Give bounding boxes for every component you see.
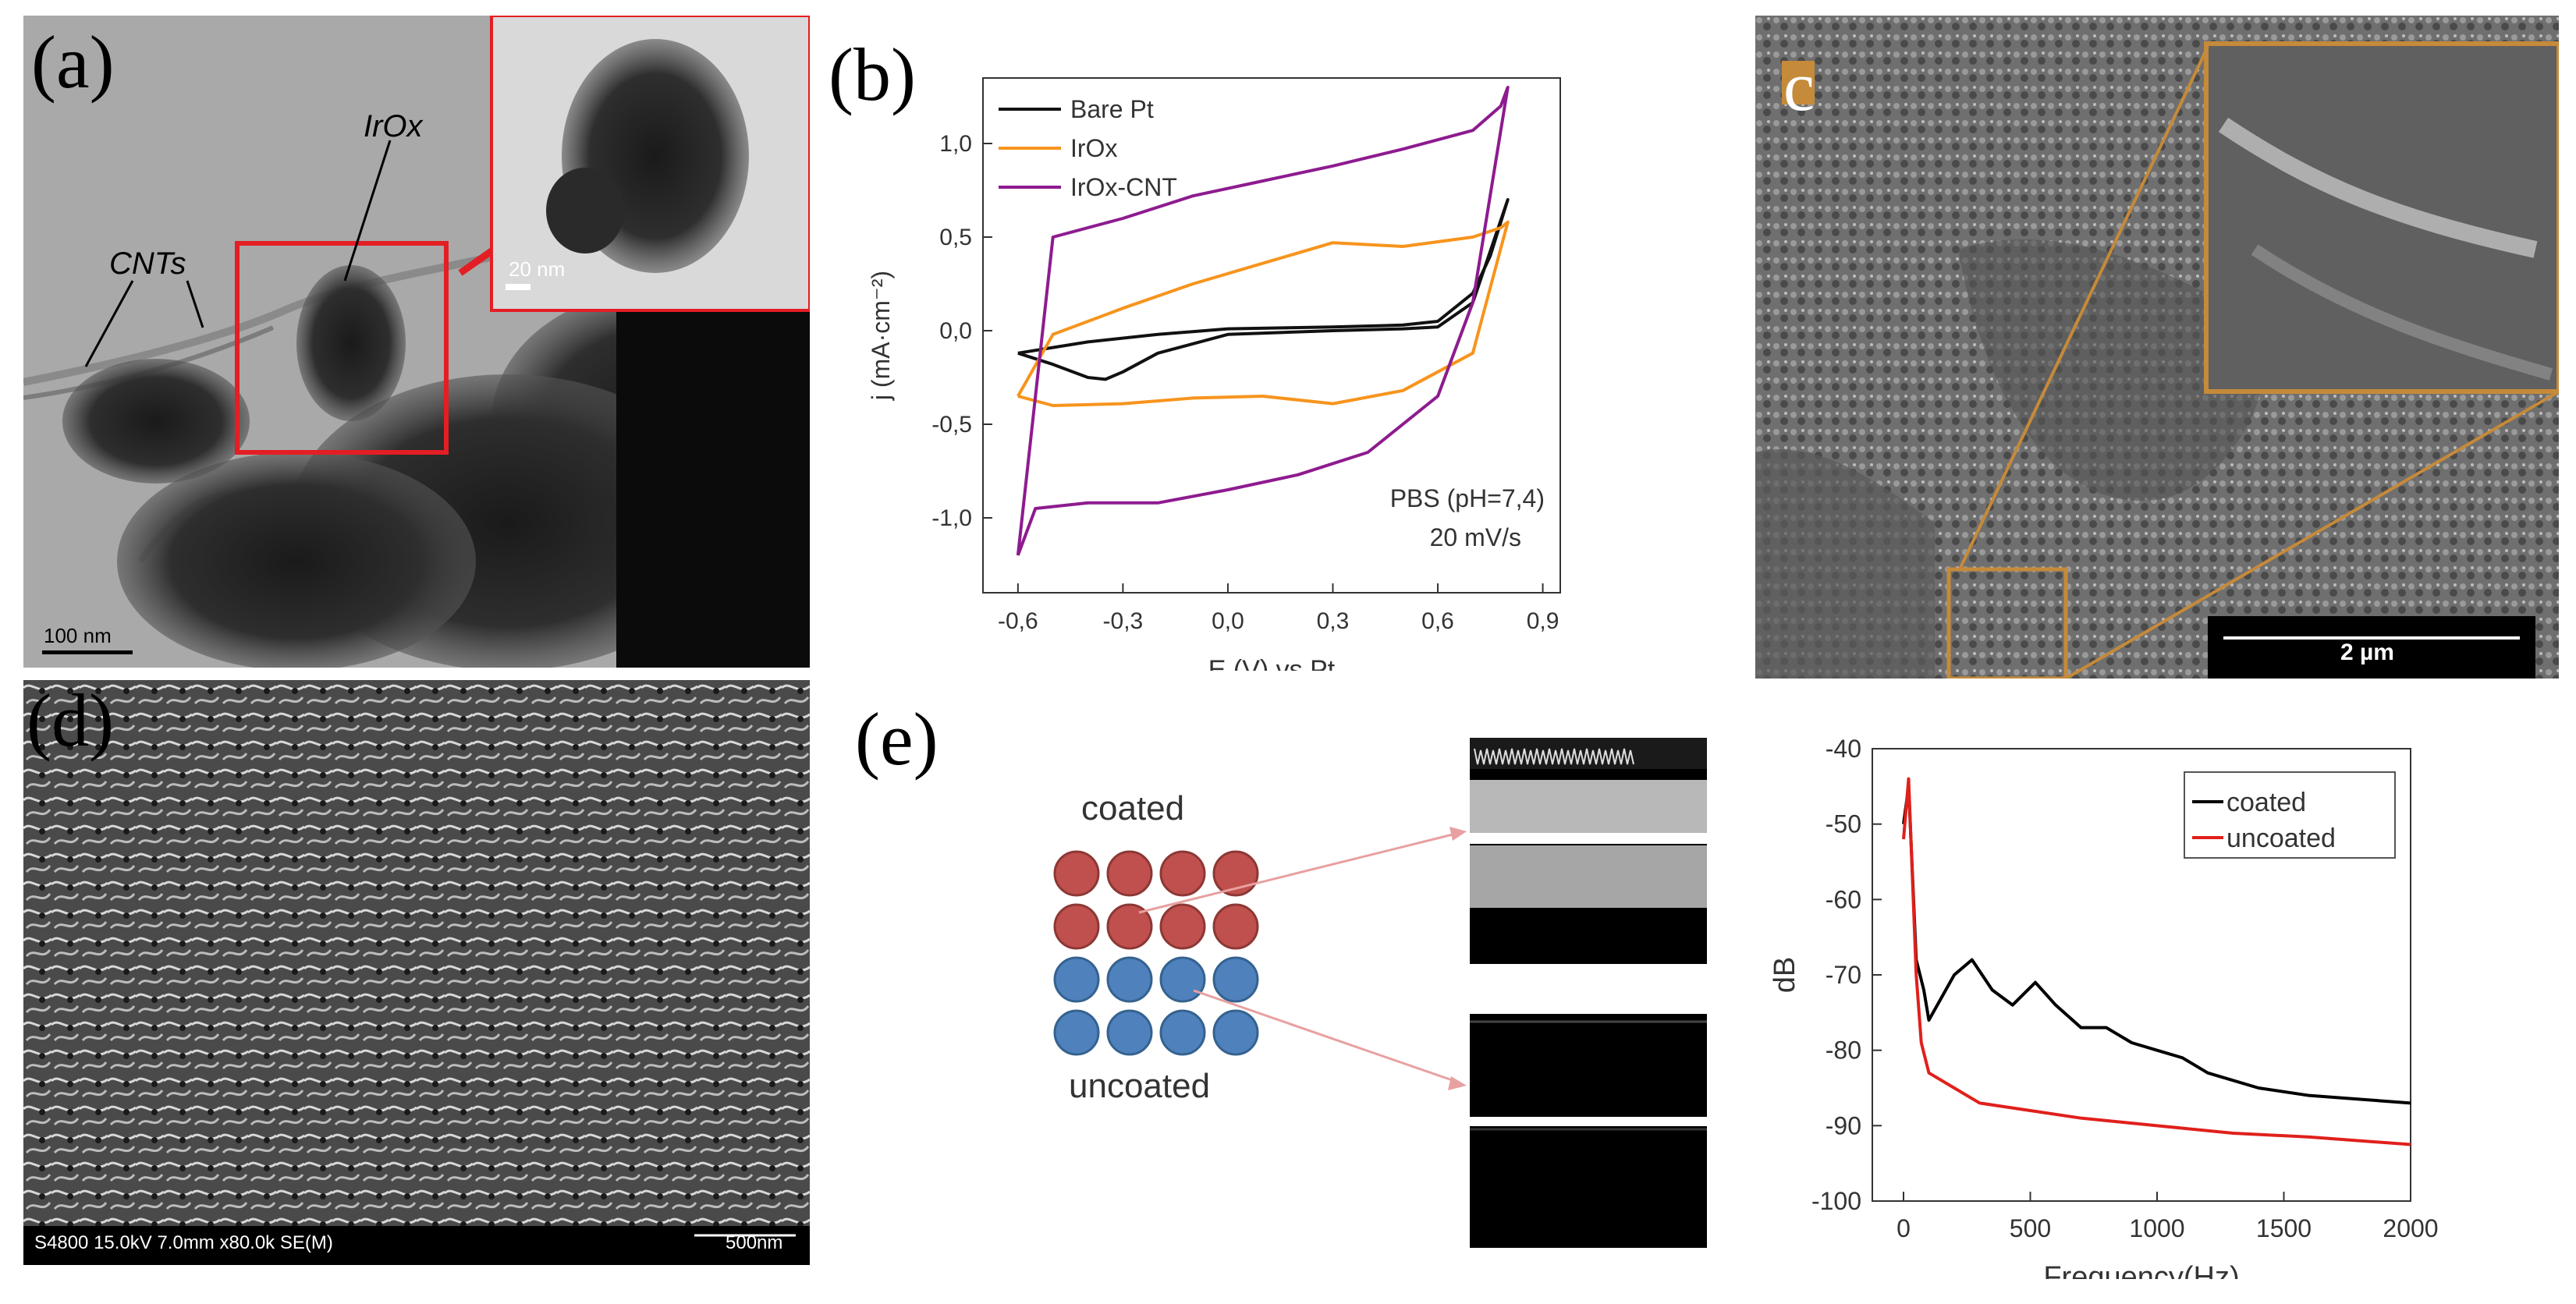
panel-d-label: (d) [27, 679, 114, 762]
coated-label: coated [1081, 789, 1185, 827]
cv-x-tick-label: 0,9 [1527, 608, 1559, 634]
spectrum-legend-label: uncoated [2227, 824, 2336, 853]
spectrum-y-tick-label: -50 [1826, 810, 1861, 838]
main-scale-label: 100 nm [44, 624, 112, 647]
panel-a-label: (a) [31, 20, 115, 104]
recording-trace-coated [1470, 738, 1707, 964]
spectrum-y-tick-label: -80 [1826, 1036, 1861, 1065]
sem-image-c [1755, 16, 2561, 681]
panel-c-label: c [1783, 48, 1815, 126]
cv-series-irox-cnt [1016, 86, 1510, 556]
uncoated-label: uncoated [1069, 1067, 1211, 1105]
cv-y-tick-label: -1,0 [931, 505, 972, 531]
cv-y-axis-label: j (mA·cm⁻²) [867, 271, 895, 401]
zoom-inset-c [2204, 41, 2561, 394]
cv-chart: -0,6 -0,3 0,0 0,3 0,6 0,9 1,0 0,5 0,0 -0,5 -1,0 E (… [867, 77, 1561, 685]
spectrum-series-coated [1902, 785, 2411, 1105]
panel-b: (b) -0,6 -0,3 0,0 0,3 0,6 0,9 1,0 0,5 0,0 -0,5 -1,… [827, 16, 1701, 685]
panel-e: (e) coated uncoated [843, 686, 2559, 1295]
panel-c: c 2 µm [1755, 16, 2561, 681]
spectrum-y-tick-label: -90 [1826, 1111, 1861, 1139]
electrode-diagram [1053, 738, 1707, 1248]
scale-label-c: 2 µm [2333, 640, 2402, 666]
cv-x-tick-label: 0,6 [1421, 608, 1454, 634]
spectrum-x-tick-label: 500 [2010, 1214, 2051, 1242]
spectrum-x-axis-label: Frequency(Hz) [2043, 1261, 2239, 1279]
spectrum-legend-label: coated [2227, 788, 2306, 817]
cnts-annotation: CNTs [109, 246, 186, 281]
spectrum-x-tick-label: 1500 [2256, 1214, 2312, 1242]
cv-x-axis-label: E (V) vs Pt [1208, 655, 1336, 671]
cv-y-tick-label: 1,0 [939, 131, 972, 157]
spectrum-y-axis-label: dB [1769, 957, 1801, 993]
spectrum-legend-box [2184, 771, 2396, 859]
cv-legend-label: IrOx-CNT [1070, 173, 1177, 201]
spectrum-chart: 0 500 1000 1500 2000 -40 -50 -60 -70 -80 -90 -100 Fr… [1769, 735, 2439, 1279]
cv-plot-frame [982, 77, 1561, 594]
spectrum-x-tick-label: 2000 [2383, 1214, 2438, 1242]
cv-y-tick-label: 0,5 [939, 225, 972, 250]
spectrum-x-tick-label: 0 [1897, 1214, 1911, 1242]
scale-label-d: 500nm [726, 1232, 783, 1253]
spectrum-y-tick-label: -60 [1826, 885, 1861, 913]
selection-box [235, 241, 449, 455]
spectrum-x-tick-label: 1000 [2129, 1214, 2184, 1242]
panel-a: (a) IrOx CNTs 20 nm 100 nm [23, 14, 858, 686]
cv-x-tick-label: -0,6 [998, 608, 1038, 634]
irox-annotation: IrOx [364, 109, 423, 144]
spectrum-y-tick-label: -40 [1826, 735, 1861, 763]
spectrum-y-tick-label: -70 [1826, 961, 1861, 989]
spectrum-y-tick-label: -100 [1811, 1187, 1861, 1215]
panel-d: (d) S4800 15.0kV 7.0mm x80.0k SE(M) 500n… [23, 680, 810, 1265]
cv-condition-2: 20 mV/s [1430, 523, 1521, 551]
cv-x-tick-label: -0,3 [1103, 608, 1144, 634]
recording-trace-uncoated [1470, 1014, 1707, 1248]
panel-e-label: (e) [855, 697, 939, 781]
coated-electrodes [1053, 850, 1259, 950]
sem-info-d: S4800 15.0kV 7.0mm x80.0k SE(M) [34, 1232, 333, 1253]
cv-y-tick-label: -0,5 [931, 412, 972, 438]
cv-series-irox [1017, 220, 1510, 407]
panel-b-label: (b) [829, 33, 916, 116]
cv-legend-label: Bare Pt [1070, 95, 1154, 123]
cv-condition-1: PBS (pH=7,4) [1390, 484, 1545, 512]
spectrum-series-uncoated [1902, 777, 2411, 1146]
inset-scale-label: 20 nm [509, 257, 566, 281]
sem-image-d [23, 680, 810, 1265]
cv-legend-label: IrOx [1070, 134, 1117, 162]
cv-y-tick-label: 0,0 [939, 318, 972, 344]
cv-x-tick-label: 0,0 [1212, 608, 1244, 634]
cv-x-tick-label: 0,3 [1317, 608, 1350, 634]
uncoated-electrodes [1053, 956, 1259, 1056]
